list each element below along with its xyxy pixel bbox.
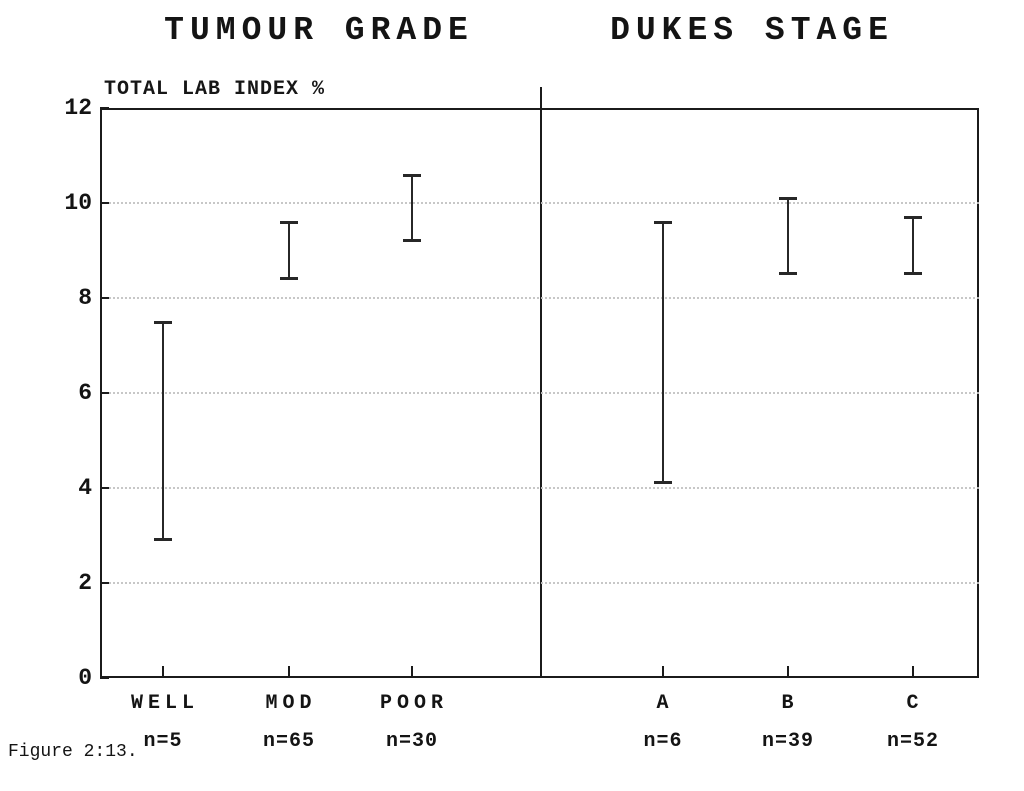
figure-caption: Figure 2:13. <box>8 742 138 762</box>
errorbar-line-b <box>787 198 789 275</box>
y-axis-tick <box>100 107 109 109</box>
right-panel-title: DUKES STAGE <box>610 12 894 49</box>
category-label-c: C <box>906 692 924 715</box>
errorbar-line-poor <box>411 174 413 241</box>
errorbar-top-cap <box>779 197 797 201</box>
panel-divider-line <box>540 87 542 678</box>
errorbar-top-cap <box>403 173 421 177</box>
n-count-label: n=5 <box>143 730 183 753</box>
x-axis-tick <box>288 666 290 678</box>
y-axis-label: TOTAL LAB INDEX % <box>104 78 326 101</box>
y-axis-tick <box>100 677 109 679</box>
h-gridline <box>100 392 979 394</box>
category-label-a: A <box>656 692 674 715</box>
errorbar-line-well <box>162 321 164 541</box>
errorbar-top-cap <box>654 221 672 224</box>
n-count-label: n=6 <box>643 730 683 753</box>
h-gridline <box>100 582 979 584</box>
errorbar-bottom-cap <box>904 272 922 276</box>
y-axis-tick <box>100 487 109 489</box>
errorbar-top-cap <box>154 320 172 324</box>
errorbar-bottom-cap <box>154 538 172 542</box>
x-axis-tick <box>912 666 914 678</box>
y-axis-tick <box>100 202 109 204</box>
x-axis-tick <box>162 666 164 678</box>
x-axis-tick <box>787 666 789 678</box>
h-gridline <box>100 297 979 299</box>
n-count-label: n=30 <box>385 730 439 753</box>
h-gridline <box>100 202 979 204</box>
errorbar-line-mod <box>288 222 290 279</box>
category-label-mod: MOD <box>265 692 317 715</box>
y-tick-label: 10 <box>64 190 92 216</box>
category-label-well: WELL <box>130 692 200 715</box>
n-count-label: n=65 <box>262 730 316 753</box>
errorbar-bottom-cap <box>403 239 421 242</box>
errorbar-line-a <box>662 222 664 484</box>
errorbar-top-cap <box>904 216 922 220</box>
left-panel-title: TUMOUR GRADE <box>164 12 474 49</box>
n-count-label: n=52 <box>886 730 940 753</box>
y-tick-label: 4 <box>78 475 92 501</box>
errorbar-bottom-cap <box>654 481 672 485</box>
y-tick-label: 0 <box>78 665 92 691</box>
errorbar-line-c <box>912 217 914 275</box>
y-tick-label: 12 <box>64 95 92 121</box>
y-tick-label: 2 <box>78 570 92 596</box>
category-label-b: B <box>781 692 799 715</box>
errorbar-bottom-cap <box>779 272 797 276</box>
y-tick-label: 8 <box>78 285 92 311</box>
y-axis-tick <box>100 582 109 584</box>
n-count-label: n=39 <box>761 730 815 753</box>
x-axis-tick <box>662 666 664 678</box>
y-axis-tick <box>100 392 109 394</box>
errorbar-top-cap <box>280 221 298 224</box>
h-gridline <box>100 487 979 489</box>
x-axis-tick <box>411 666 413 678</box>
category-label-poor: POOR <box>379 692 449 715</box>
errorbar-bottom-cap <box>280 277 298 280</box>
y-axis-tick <box>100 297 109 299</box>
y-tick-label: 6 <box>78 380 92 406</box>
